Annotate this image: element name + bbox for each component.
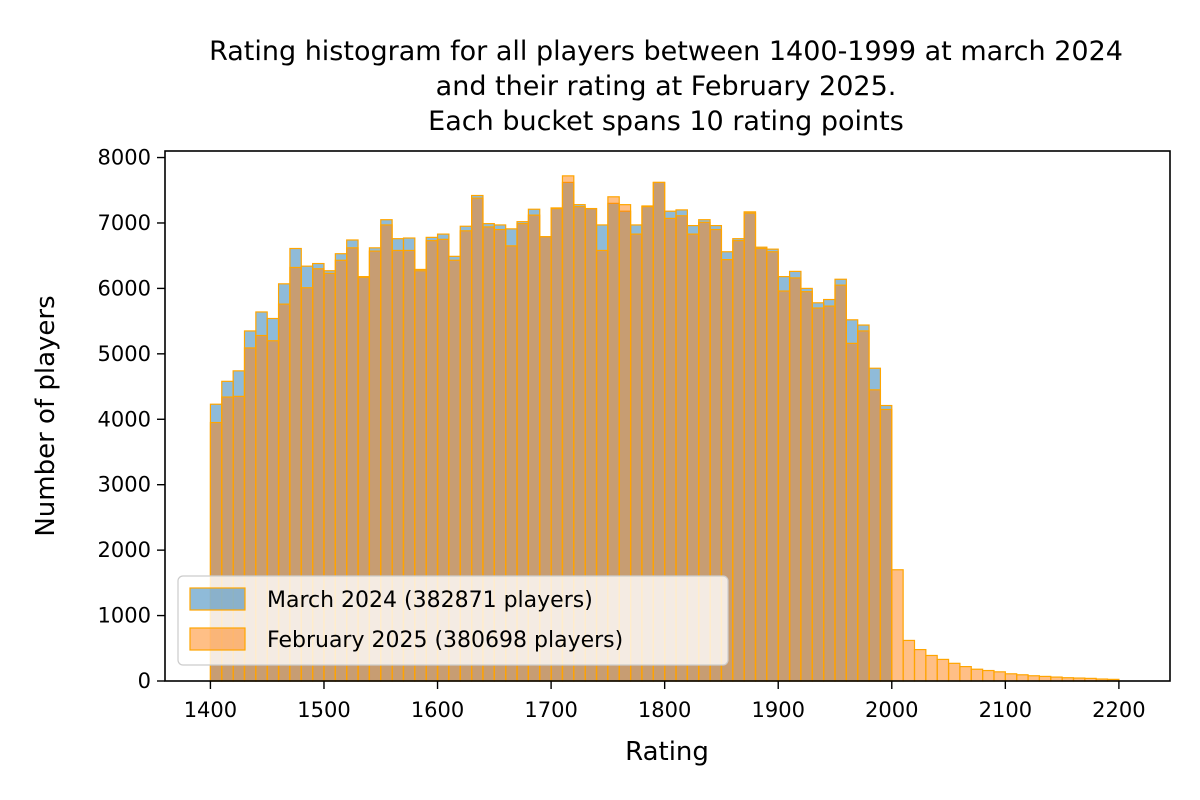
bar-series-1-bin-1950: [834, 284, 847, 682]
bars: [209, 175, 1120, 682]
bar-series-1-bin-2030: [925, 654, 938, 682]
title-line-3: Each bucket spans 10 rating points: [428, 106, 904, 137]
chart-title: Rating histogram for all players between…: [209, 36, 1123, 137]
bar-series-1-bin-2070: [970, 668, 984, 682]
x-axis-label: Rating: [625, 737, 709, 767]
bar-series-1-bin-2040: [936, 658, 950, 682]
bar-series-1-bin-1870: [743, 212, 757, 682]
bar-series-1-bin-2110: [1016, 674, 1029, 682]
bar-series-1-bin-2000: [891, 569, 904, 682]
x-tick-label-2100: 2100: [979, 698, 1032, 722]
bar-series-1-bin-1910: [788, 277, 802, 682]
y-axis-label: Number of players: [31, 295, 61, 536]
bar-series-1-bin-2050: [947, 662, 961, 682]
series-1-bars: [209, 175, 1120, 682]
title-line-1: Rating histogram for all players between…: [209, 36, 1123, 67]
y-tick-label-1000: 1000: [98, 604, 151, 628]
bar-series-1-bin-1940: [823, 305, 836, 682]
y-tick-label-8000: 8000: [98, 146, 151, 170]
legend-box: [177, 575, 729, 666]
y-tick-label-0: 0: [138, 669, 151, 693]
x-tick-label-1600: 1600: [411, 698, 464, 722]
bar-series-1-bin-1860: [732, 240, 745, 682]
x-tick-label-1900: 1900: [751, 698, 804, 722]
bar-series-1-bin-1990: [879, 408, 893, 682]
y-axis-ticks: 0 1000 2000 3000 4000 5000 6000 7000 8000: [98, 146, 165, 693]
legend-swatch-march-2024: [189, 587, 246, 611]
y-tick-label-7000: 7000: [98, 211, 151, 235]
legend: March 2024 (382871 players) February 202…: [177, 575, 729, 666]
plot-frame: [164, 150, 1171, 682]
bar-series-1-bin-1970: [857, 330, 870, 682]
x-axis-ticks: 1400 1500 1600 1700 1800 1900 2000 2100 2200: [184, 681, 1146, 722]
x-tick-label-2000: 2000: [865, 698, 918, 722]
legend-label-march-2024: March 2024 (382871 players): [267, 588, 593, 613]
y-tick-label-3000: 3000: [98, 473, 151, 497]
bar-series-1-bin-2010: [902, 639, 916, 682]
bar-series-1-bin-1900: [777, 290, 791, 682]
bar-series-1-bin-1960: [845, 342, 859, 682]
bar-series-1-bin-1920: [800, 291, 813, 682]
bar-series-1-bin-1880: [754, 247, 768, 682]
bar-series-1-bin-2020: [913, 648, 927, 682]
y-tick-label-2000: 2000: [98, 538, 151, 562]
x-tick-label-1500: 1500: [297, 698, 350, 722]
bar-series-1-bin-2060: [959, 666, 972, 682]
y-tick-label-6000: 6000: [98, 276, 151, 300]
legend-label-february-2025: February 2025 (380698 players): [267, 628, 623, 653]
legend-swatch-february-2025: [189, 627, 246, 651]
bar-series-1-bin-2100: [1004, 673, 1018, 682]
bar-series-1-bin-1890: [766, 251, 779, 682]
title-line-2: and their rating at February 2025.: [436, 71, 897, 102]
x-tick-label-1800: 1800: [638, 698, 691, 722]
bar-series-1-bin-1980: [868, 389, 882, 682]
bar-series-1-bin-1930: [811, 307, 825, 682]
bar-series-1-bin-2090: [993, 671, 1006, 682]
bar-series-1-bin-2080: [982, 669, 995, 682]
x-tick-label-1400: 1400: [184, 698, 237, 722]
y-tick-label-5000: 5000: [98, 342, 151, 366]
y-tick-label-4000: 4000: [98, 407, 151, 431]
x-tick-label-2200: 2200: [1092, 698, 1145, 722]
x-tick-label-1700: 1700: [524, 698, 577, 722]
